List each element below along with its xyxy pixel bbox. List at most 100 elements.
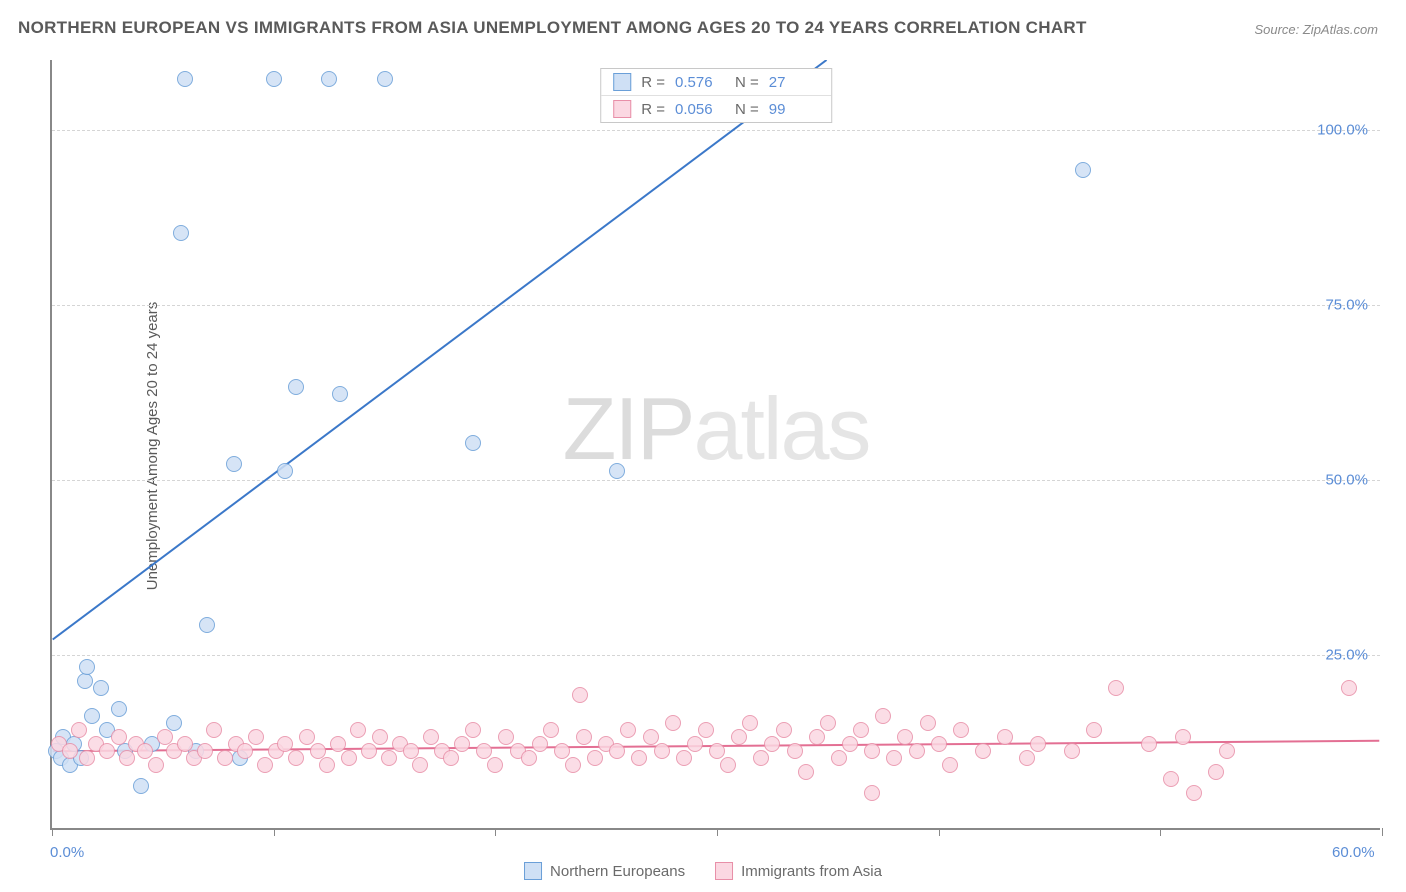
scatter-point	[698, 722, 714, 738]
scatter-point	[731, 729, 747, 745]
scatter-point	[498, 729, 514, 745]
trendlines	[52, 60, 1380, 828]
bottom-legend: Northern Europeans Immigrants from Asia	[524, 862, 882, 880]
scatter-point	[587, 750, 603, 766]
scatter-point	[321, 71, 337, 87]
scatter-point	[248, 729, 264, 745]
scatter-point	[1064, 743, 1080, 759]
n-label: N =	[735, 74, 759, 91]
scatter-point	[197, 743, 213, 759]
scatter-point	[148, 757, 164, 773]
scatter-point	[217, 750, 233, 766]
scatter-point	[576, 729, 592, 745]
scatter-point	[1141, 736, 1157, 752]
scatter-point	[920, 715, 936, 731]
scatter-point	[1175, 729, 1191, 745]
x-tick-label-max: 60.0%	[1332, 844, 1375, 861]
swatch-series1	[613, 73, 631, 91]
scatter-point	[319, 757, 335, 773]
scatter-point	[572, 687, 588, 703]
scatter-point	[1341, 680, 1357, 696]
legend-item-series1: Northern Europeans	[524, 862, 685, 880]
scatter-point	[226, 456, 242, 472]
scatter-point	[875, 708, 891, 724]
scatter-point	[931, 736, 947, 752]
scatter-point	[1186, 785, 1202, 801]
r-value-series2: 0.056	[675, 101, 725, 118]
scatter-point	[93, 680, 109, 696]
scatter-point	[299, 729, 315, 745]
scatter-point	[62, 743, 78, 759]
n-value-series2: 99	[769, 101, 819, 118]
y-tick-label: 50.0%	[1325, 472, 1368, 489]
scatter-point	[99, 743, 115, 759]
scatter-point	[111, 729, 127, 745]
scatter-point	[720, 757, 736, 773]
n-label: N =	[735, 101, 759, 118]
scatter-point	[864, 785, 880, 801]
scatter-point	[266, 71, 282, 87]
legend-label-series2: Immigrants from Asia	[741, 863, 882, 880]
scatter-point	[173, 225, 189, 241]
scatter-point	[842, 736, 858, 752]
scatter-point	[465, 722, 481, 738]
scatter-point	[341, 750, 357, 766]
scatter-point	[787, 743, 803, 759]
legend-item-series2: Immigrants from Asia	[715, 862, 882, 880]
scatter-point	[687, 736, 703, 752]
r-label: R =	[641, 101, 665, 118]
legend-label-series1: Northern Europeans	[550, 863, 685, 880]
scatter-point	[554, 743, 570, 759]
scatter-point	[521, 750, 537, 766]
scatter-point	[206, 722, 222, 738]
scatter-point	[454, 736, 470, 752]
scatter-point	[361, 743, 377, 759]
scatter-point	[119, 750, 135, 766]
scatter-point	[79, 750, 95, 766]
scatter-point	[79, 659, 95, 675]
legend-swatch-series1	[524, 862, 542, 880]
scatter-point	[1163, 771, 1179, 787]
r-label: R =	[641, 74, 665, 91]
scatter-point	[381, 750, 397, 766]
scatter-point	[237, 743, 253, 759]
scatter-point	[277, 736, 293, 752]
scatter-point	[975, 743, 991, 759]
scatter-point	[654, 743, 670, 759]
scatter-point	[1108, 680, 1124, 696]
scatter-point	[137, 743, 153, 759]
scatter-point	[465, 435, 481, 451]
scatter-point	[909, 743, 925, 759]
scatter-point	[820, 715, 836, 731]
scatter-point	[111, 701, 127, 717]
plot-area: ZIPatlas R = 0.576 N = 27 R = 0.056 N = …	[50, 60, 1380, 830]
scatter-point	[77, 673, 93, 689]
scatter-point	[897, 729, 913, 745]
scatter-point	[997, 729, 1013, 745]
scatter-point	[742, 715, 758, 731]
y-tick-label: 75.0%	[1325, 297, 1368, 314]
scatter-point	[443, 750, 459, 766]
scatter-point	[332, 386, 348, 402]
scatter-point	[776, 722, 792, 738]
y-tick-label: 100.0%	[1317, 122, 1368, 139]
y-tick-label: 25.0%	[1325, 647, 1368, 664]
scatter-point	[330, 736, 346, 752]
scatter-point	[565, 757, 581, 773]
scatter-point	[350, 722, 366, 738]
scatter-point	[532, 736, 548, 752]
scatter-point	[631, 750, 647, 766]
scatter-point	[1030, 736, 1046, 752]
x-tick-label-min: 0.0%	[50, 844, 84, 861]
scatter-point	[676, 750, 692, 766]
stats-row-series2: R = 0.056 N = 99	[601, 96, 831, 122]
n-value-series1: 27	[769, 74, 819, 91]
scatter-point	[1219, 743, 1235, 759]
scatter-point	[665, 715, 681, 731]
legend-swatch-series2	[715, 862, 733, 880]
source-attribution: Source: ZipAtlas.com	[1254, 22, 1378, 37]
stats-legend: R = 0.576 N = 27 R = 0.056 N = 99	[600, 68, 832, 123]
scatter-point	[1208, 764, 1224, 780]
scatter-point	[1086, 722, 1102, 738]
scatter-point	[709, 743, 725, 759]
